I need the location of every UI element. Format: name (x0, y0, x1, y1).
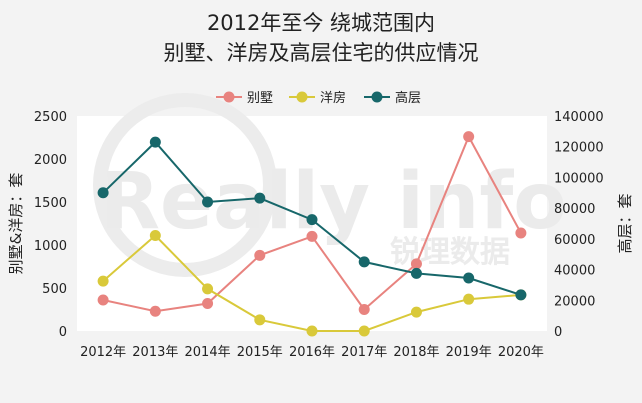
right-y-axis: 0 20000 40000 60000 80000 100000 120000 140000 (554, 110, 604, 340)
series-1 (97, 131, 527, 317)
legend-label-2: 洋房 (320, 90, 346, 106)
data-point (254, 249, 266, 261)
x-tick-label: 2015年 (237, 345, 283, 360)
left-tick-label: 0 (59, 325, 67, 340)
data-point (97, 187, 109, 199)
x-tick-label: 2012年 (80, 345, 126, 360)
series-lines (97, 131, 527, 337)
series-3 (97, 136, 527, 301)
data-point (358, 325, 370, 337)
data-point (410, 306, 422, 318)
x-tick-label: 2019年 (446, 345, 492, 360)
data-point (202, 196, 214, 208)
data-point (358, 304, 370, 315)
data-point (463, 131, 475, 143)
legend-label-3: 高层 (395, 90, 421, 106)
left-tick-label: 2500 (34, 110, 67, 125)
data-point (254, 192, 266, 204)
left-tick-label: 2000 (34, 153, 67, 168)
right-tick-label: 20000 (554, 294, 595, 309)
chart-title-line-2: 别墅、洋房及高层住宅的供应情况 (164, 41, 479, 65)
left-axis-title: 别墅&洋房：套 (7, 173, 25, 275)
x-tick-label: 2014年 (185, 345, 231, 360)
legend-marker-1 (223, 91, 235, 103)
x-axis: 2012年 2013年 2014年 2015年 2016年 2017年 2018年 2019年… (80, 345, 544, 360)
axis-titles: 别墅&洋房：套 高层：套 (7, 173, 634, 275)
data-point (97, 275, 109, 287)
data-point (97, 294, 109, 306)
x-tick-label: 2013年 (132, 345, 178, 360)
left-tick-label: 1500 (34, 196, 67, 211)
data-point (149, 305, 161, 317)
right-tick-label: 100000 (554, 171, 604, 186)
legend-label-1: 别墅 (247, 91, 273, 106)
data-point (515, 227, 527, 239)
data-point (410, 258, 422, 270)
legend-item-1: 别墅 (216, 91, 273, 106)
left-y-axis: 0 500 1000 1500 2000 2500 (34, 110, 67, 340)
legend-item-3: 高层 (364, 90, 421, 106)
data-point (306, 325, 318, 337)
watermark-ring (93, 93, 277, 277)
data-point (254, 314, 266, 326)
right-tick-label: 120000 (554, 141, 604, 156)
data-point (306, 214, 318, 226)
data-point (149, 230, 161, 242)
legend-marker-3 (371, 91, 383, 103)
right-axis-title: 高层：套 (616, 193, 634, 253)
x-tick-label: 2017年 (341, 345, 387, 360)
x-tick-label: 2016年 (289, 345, 335, 360)
legend-item-2: 洋房 (289, 90, 346, 106)
data-point (463, 272, 475, 284)
data-point (306, 230, 318, 242)
watermark-text-main: Really info (100, 157, 567, 247)
x-tick-label: 2020年 (498, 345, 544, 360)
right-tick-label: 80000 (554, 202, 595, 217)
data-point (149, 136, 161, 148)
data-point (202, 283, 214, 295)
right-tick-label: 0 (554, 325, 562, 340)
x-tick-label: 2018年 (393, 345, 439, 360)
data-point (358, 256, 370, 268)
right-tick-label: 40000 (554, 264, 595, 279)
watermark-text-sub: 锐理数据 (390, 235, 510, 270)
data-point (463, 293, 475, 305)
left-tick-label: 500 (42, 282, 67, 297)
right-tick-label: 140000 (554, 110, 604, 125)
chart-legend: 别墅 洋房 高层 (216, 90, 421, 106)
left-tick-label: 1000 (34, 239, 67, 254)
data-point (410, 267, 422, 279)
right-tick-label: 60000 (554, 233, 595, 248)
legend-marker-2 (296, 91, 308, 103)
data-point (202, 297, 214, 309)
chart-title-line-1: 2012年至今 绕城范围内 (207, 11, 435, 35)
data-point (515, 289, 527, 301)
